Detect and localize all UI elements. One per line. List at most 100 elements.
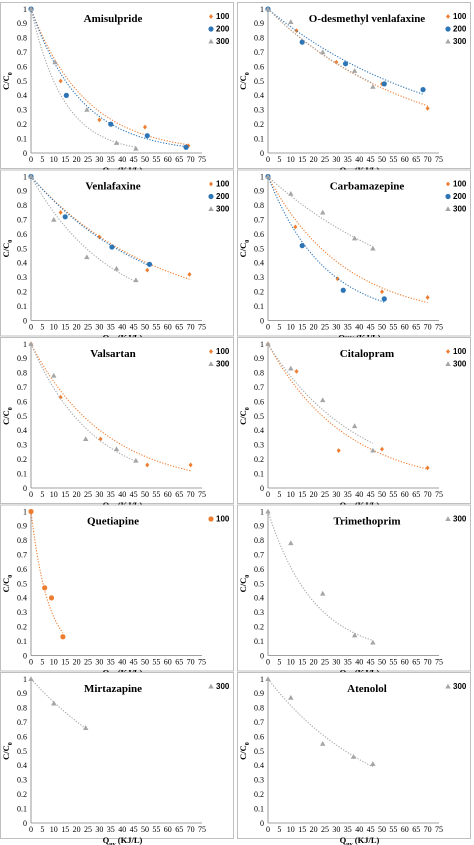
chart-o-desmethyl-venlafaxine: 00.10.20.30.40.50.60.70.80.910 5 10 15 20 25 3…	[237, 2, 471, 178]
x-tick-label: 10	[287, 825, 295, 834]
x-tick-label: 25	[321, 490, 329, 499]
data-point-200	[299, 243, 305, 249]
legend-label-100: 100	[453, 347, 467, 356]
x-tick-label: 50	[141, 490, 149, 499]
x-tick-label: 0	[266, 155, 270, 164]
y-axis-title-main: C/C	[238, 75, 248, 90]
y-tick-label: 0.8	[254, 201, 264, 210]
x-tick-label: 25	[321, 323, 329, 332]
y-tick-label: 0.6	[17, 397, 27, 406]
legend-marker-300	[208, 38, 214, 44]
y-tick-label: 0.9	[17, 19, 27, 28]
chart-quetiapine: 00.10.20.30.40.50.60.70.80.910 5 10 15 20 25 3…	[0, 504, 234, 681]
x-tick-label: 65	[175, 155, 183, 164]
x-tick-label: 70	[187, 490, 195, 499]
y-tick-label: 0.2	[254, 790, 264, 799]
x-tick-label: 20	[310, 323, 318, 332]
x-tick-label: 35	[107, 155, 115, 164]
legend-label-100: 100	[453, 12, 467, 21]
legend-marker-200	[208, 193, 214, 200]
x-tick-label: 75	[198, 323, 206, 332]
y-tick-label: 0.1	[254, 134, 264, 143]
trendline-200	[30, 8, 187, 148]
y-axis-title-main: C/C	[238, 410, 248, 425]
x-tick-label: 30	[95, 825, 103, 834]
y-tick-label: 0	[260, 651, 264, 660]
x-axis-title: Quv (KJ/L)	[103, 835, 143, 845]
y-tick-label: 0.7	[17, 718, 27, 727]
x-tick-label: 45	[367, 490, 375, 499]
data-point-200	[420, 87, 426, 93]
y-tick-label: 0.9	[17, 187, 27, 196]
x-tick-label: 20	[73, 323, 81, 332]
legend-label-100: 100	[216, 347, 230, 356]
x-tick-label: 20	[73, 490, 81, 499]
data-point-300	[350, 753, 357, 759]
y-tick-label: 0.5	[17, 747, 27, 756]
y-tick-label: 0.5	[254, 244, 264, 253]
x-axis-title-subscript: uv	[346, 842, 352, 845]
x-tick-label: 50	[378, 490, 386, 499]
y-tick-label: 1	[23, 172, 27, 181]
legend-marker-300	[445, 361, 451, 366]
x-tick-label: 5	[277, 658, 281, 667]
x-tick-label: 75	[435, 658, 443, 667]
trendline-300	[30, 8, 136, 148]
chart-mirtazapine: 00.10.20.30.40.50.60.70.80.910 5 10 15 20 25 3…	[0, 672, 234, 845]
legend-label-100: 100	[216, 180, 230, 189]
x-tick-label: 30	[95, 490, 103, 499]
chart-frame	[237, 504, 471, 672]
data-point-200	[108, 121, 114, 127]
y-tick-label: 0	[260, 316, 264, 325]
legend-label-300: 300	[216, 682, 230, 691]
legend-label-200: 200	[216, 25, 230, 34]
data-point-100	[187, 272, 192, 277]
chart-title: Trimethoprim	[333, 516, 400, 528]
x-tick-label: 40	[118, 658, 126, 667]
x-tick-label: 75	[435, 490, 443, 499]
legend-label-200: 200	[453, 25, 467, 34]
y-tick-label: 1	[260, 675, 264, 684]
x-tick-label: 65	[175, 490, 183, 499]
x-tick-label: 20	[73, 658, 81, 667]
x-tick-label: 65	[412, 155, 420, 164]
y-tick-label: 0.4	[254, 426, 264, 435]
data-point-100	[97, 117, 102, 123]
trendline-200	[267, 176, 385, 303]
x-tick-label: 65	[412, 825, 420, 834]
x-tick-label: 5	[277, 155, 281, 164]
data-point-100	[145, 462, 150, 468]
trendline-100	[30, 176, 190, 280]
x-tick-label: 55	[389, 658, 397, 667]
y-axis-title: C/C0	[1, 742, 14, 760]
x-tick-label: 15	[61, 490, 69, 499]
y-tick-label: 0.8	[17, 34, 27, 43]
y-tick-label: 0.3	[17, 441, 27, 450]
x-tick-label: 5	[40, 825, 44, 834]
data-point-100	[425, 295, 430, 300]
x-tick-label: 35	[107, 658, 115, 667]
y-tick-label: 0.7	[254, 718, 264, 727]
y-tick-label: 0.2	[17, 288, 27, 297]
y-tick-label: 0	[23, 149, 27, 158]
chart-valsartan: 00.10.20.30.40.50.60.70.80.910 5 10 15 20 25 3…	[0, 337, 234, 513]
trendline-300	[267, 8, 374, 84]
chart-title: Carbamazepine	[330, 181, 405, 193]
y-tick-label: 0	[23, 484, 27, 493]
x-tick-label: 40	[355, 323, 363, 332]
y-tick-label: 0.8	[17, 201, 27, 210]
y-tick-label: 0.4	[17, 91, 27, 100]
chart-frame	[0, 337, 234, 504]
x-tick-label: 35	[344, 490, 352, 499]
y-axis-title-subscript: 0	[245, 407, 251, 410]
legend-marker-200	[445, 26, 451, 32]
data-point-300	[265, 6, 271, 11]
y-tick-label: 0.5	[254, 412, 264, 421]
x-tick-label: 50	[378, 658, 386, 667]
y-tick-label: 0.4	[254, 91, 264, 100]
x-tick-label: 55	[152, 825, 160, 834]
data-point-300	[84, 107, 90, 112]
x-tick-label: 60	[401, 658, 409, 667]
data-point-300	[28, 676, 34, 681]
